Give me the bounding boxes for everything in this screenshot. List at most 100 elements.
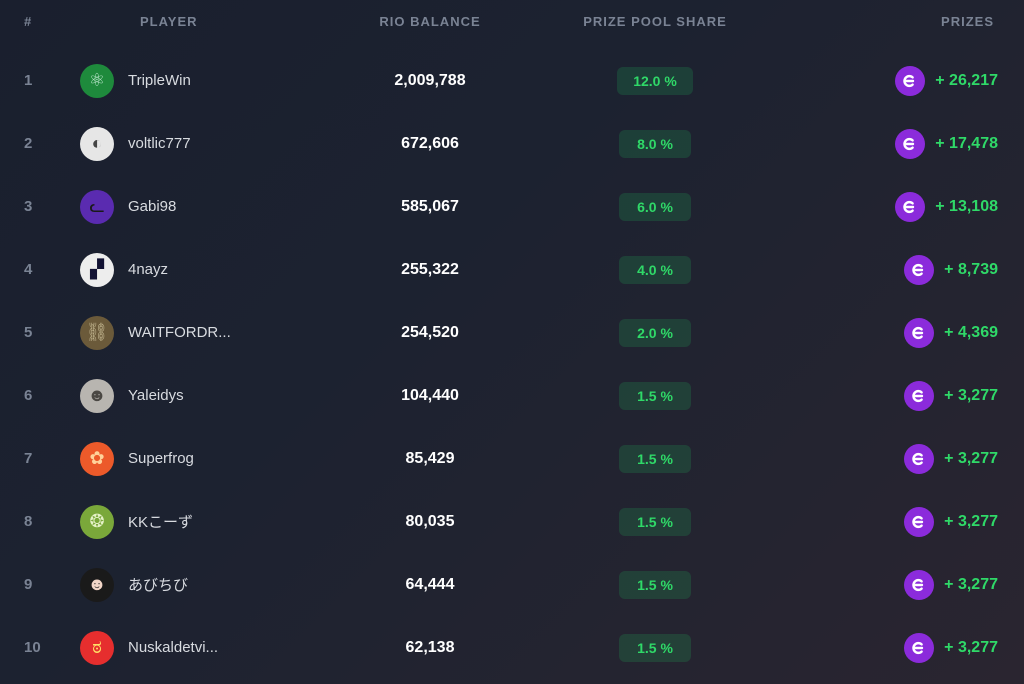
table-row[interactable]: 5⛓ WAITFORDR... 254,5202.0 % + 4,369 xyxy=(0,301,1024,364)
coin-icon xyxy=(904,255,934,285)
coin-icon xyxy=(904,381,934,411)
table-row[interactable]: 7✿ Superfrog 85,4291.5 % + 3,277 xyxy=(0,427,1024,490)
leaderboard-table: # PLAYER RIO BALANCE PRIZE POOL SHARE PR… xyxy=(0,0,1024,679)
col-player: PLAYER xyxy=(80,14,330,29)
avatar: ಠ xyxy=(80,631,114,665)
share-badge: 1.5 % xyxy=(619,634,691,662)
table-body: 1⚛TripleWin2,009,78812.0 % + 26,2172◐vol… xyxy=(0,49,1024,679)
prize-amount: + 26,217 xyxy=(935,72,998,90)
balance-cell: 672,606 xyxy=(330,135,530,153)
table-row[interactable]: 6☻Yaleidys104,4401.5 % + 3,277 xyxy=(0,364,1024,427)
player-cell: ⚛ TripleWin xyxy=(80,64,330,98)
coin-icon xyxy=(904,570,934,600)
prizes-cell: + 26,217 xyxy=(780,66,1004,96)
player-name: WAITFORDR... xyxy=(128,324,231,341)
rank-cell: 10 xyxy=(20,639,80,656)
coin-icon xyxy=(904,507,934,537)
coin-icon xyxy=(904,444,934,474)
rank-cell: 5 xyxy=(20,324,80,341)
player-cell: ◐ voltlic777 xyxy=(80,127,330,161)
share-cell: 1.5 % xyxy=(530,445,780,473)
player-cell: ☻Yaleidys xyxy=(80,379,330,413)
player-cell: ಠ Nuskaldetvi... xyxy=(80,631,330,665)
player-cell: ❂KKこーず xyxy=(80,505,330,539)
share-badge: 8.0 % xyxy=(619,130,691,158)
avatar: ⚛ xyxy=(80,64,114,98)
balance-cell: 80,035 xyxy=(330,513,530,531)
coin-icon xyxy=(895,129,925,159)
share-badge: 6.0 % xyxy=(619,193,691,221)
prizes-cell: + 3,277 xyxy=(780,570,1004,600)
player-name: Nuskaldetvi... xyxy=(128,639,218,656)
coin-icon xyxy=(904,633,934,663)
table-row[interactable]: 10ಠ Nuskaldetvi... 62,138 1.5 % + 3,277 xyxy=(0,616,1024,679)
prizes-cell: + 3,277 xyxy=(780,507,1004,537)
prizes-cell: + 4,369 xyxy=(780,318,1004,348)
prizes-cell: + 3,277 xyxy=(780,381,1004,411)
coin-icon xyxy=(895,66,925,96)
avatar: ▞ xyxy=(80,253,114,287)
balance-cell: 255,322 xyxy=(330,261,530,279)
prize-amount: + 3,277 xyxy=(944,450,998,468)
col-rank: # xyxy=(20,14,80,29)
table-row[interactable]: 3ᓚGabi98585,0676.0 % + 13,108 xyxy=(0,175,1024,238)
share-cell: 8.0 % xyxy=(530,130,780,158)
rank-cell: 8 xyxy=(20,513,80,530)
share-cell: 1.5 % xyxy=(530,634,780,662)
prizes-cell: + 3,277 xyxy=(780,444,1004,474)
rank-cell: 2 xyxy=(20,135,80,152)
table-row[interactable]: 1⚛TripleWin2,009,78812.0 % + 26,217 xyxy=(0,49,1024,112)
table-row[interactable]: 4▞4nayz255,3224.0 % + 8,739 xyxy=(0,238,1024,301)
prize-amount: + 17,478 xyxy=(935,135,998,153)
prizes-cell: + 13,108 xyxy=(780,192,1004,222)
player-cell: ✿ Superfrog xyxy=(80,442,330,476)
balance-cell: 254,520 xyxy=(330,324,530,342)
share-badge: 1.5 % xyxy=(619,571,691,599)
share-cell: 1.5 % xyxy=(530,382,780,410)
table-header: # PLAYER RIO BALANCE PRIZE POOL SHARE PR… xyxy=(0,0,1024,49)
prize-amount: + 3,277 xyxy=(944,387,998,405)
avatar: ☻ xyxy=(80,568,114,602)
prize-amount: + 13,108 xyxy=(935,198,998,216)
avatar: ⛓ xyxy=(80,316,114,350)
player-name: TripleWin xyxy=(128,72,191,89)
share-cell: 2.0 % xyxy=(530,319,780,347)
player-name: voltlic777 xyxy=(128,135,191,152)
prizes-cell: + 17,478 xyxy=(780,129,1004,159)
rank-cell: 7 xyxy=(20,450,80,467)
coin-icon xyxy=(904,318,934,348)
share-badge: 1.5 % xyxy=(619,508,691,536)
avatar: ᓚ xyxy=(80,190,114,224)
avatar: ◐ xyxy=(80,127,114,161)
player-name: KKこーず xyxy=(128,511,193,532)
coin-icon xyxy=(895,192,925,222)
table-row[interactable]: 8❂KKこーず80,035 1.5 % + 3,277 xyxy=(0,490,1024,553)
player-cell: ⛓ WAITFORDR... xyxy=(80,316,330,350)
prizes-cell: + 3,277 xyxy=(780,633,1004,663)
rank-cell: 9 xyxy=(20,576,80,593)
col-share: PRIZE POOL SHARE xyxy=(530,14,780,29)
prize-amount: + 3,277 xyxy=(944,576,998,594)
player-cell: ᓚGabi98 xyxy=(80,190,330,224)
share-cell: 1.5 % xyxy=(530,571,780,599)
player-name: Superfrog xyxy=(128,450,194,467)
prize-amount: + 3,277 xyxy=(944,513,998,531)
rank-cell: 1 xyxy=(20,72,80,89)
table-row[interactable]: 2◐ voltlic777 672,606 8.0 % + 17,478 xyxy=(0,112,1024,175)
share-cell: 1.5 % xyxy=(530,508,780,536)
balance-cell: 104,440 xyxy=(330,387,530,405)
rank-cell: 4 xyxy=(20,261,80,278)
balance-cell: 64,444 xyxy=(330,576,530,594)
balance-cell: 85,429 xyxy=(330,450,530,468)
prizes-cell: + 8,739 xyxy=(780,255,1004,285)
rank-cell: 6 xyxy=(20,387,80,404)
player-name: あびちび xyxy=(128,574,188,595)
avatar: ✿ xyxy=(80,442,114,476)
balance-cell: 62,138 xyxy=(330,639,530,657)
share-cell: 6.0 % xyxy=(530,193,780,221)
balance-cell: 585,067 xyxy=(330,198,530,216)
share-cell: 4.0 % xyxy=(530,256,780,284)
table-row[interactable]: 9☻ あびちび 64,444 1.5 % + 3,277 xyxy=(0,553,1024,616)
player-cell: ▞4nayz xyxy=(80,253,330,287)
share-badge: 12.0 % xyxy=(617,67,693,95)
